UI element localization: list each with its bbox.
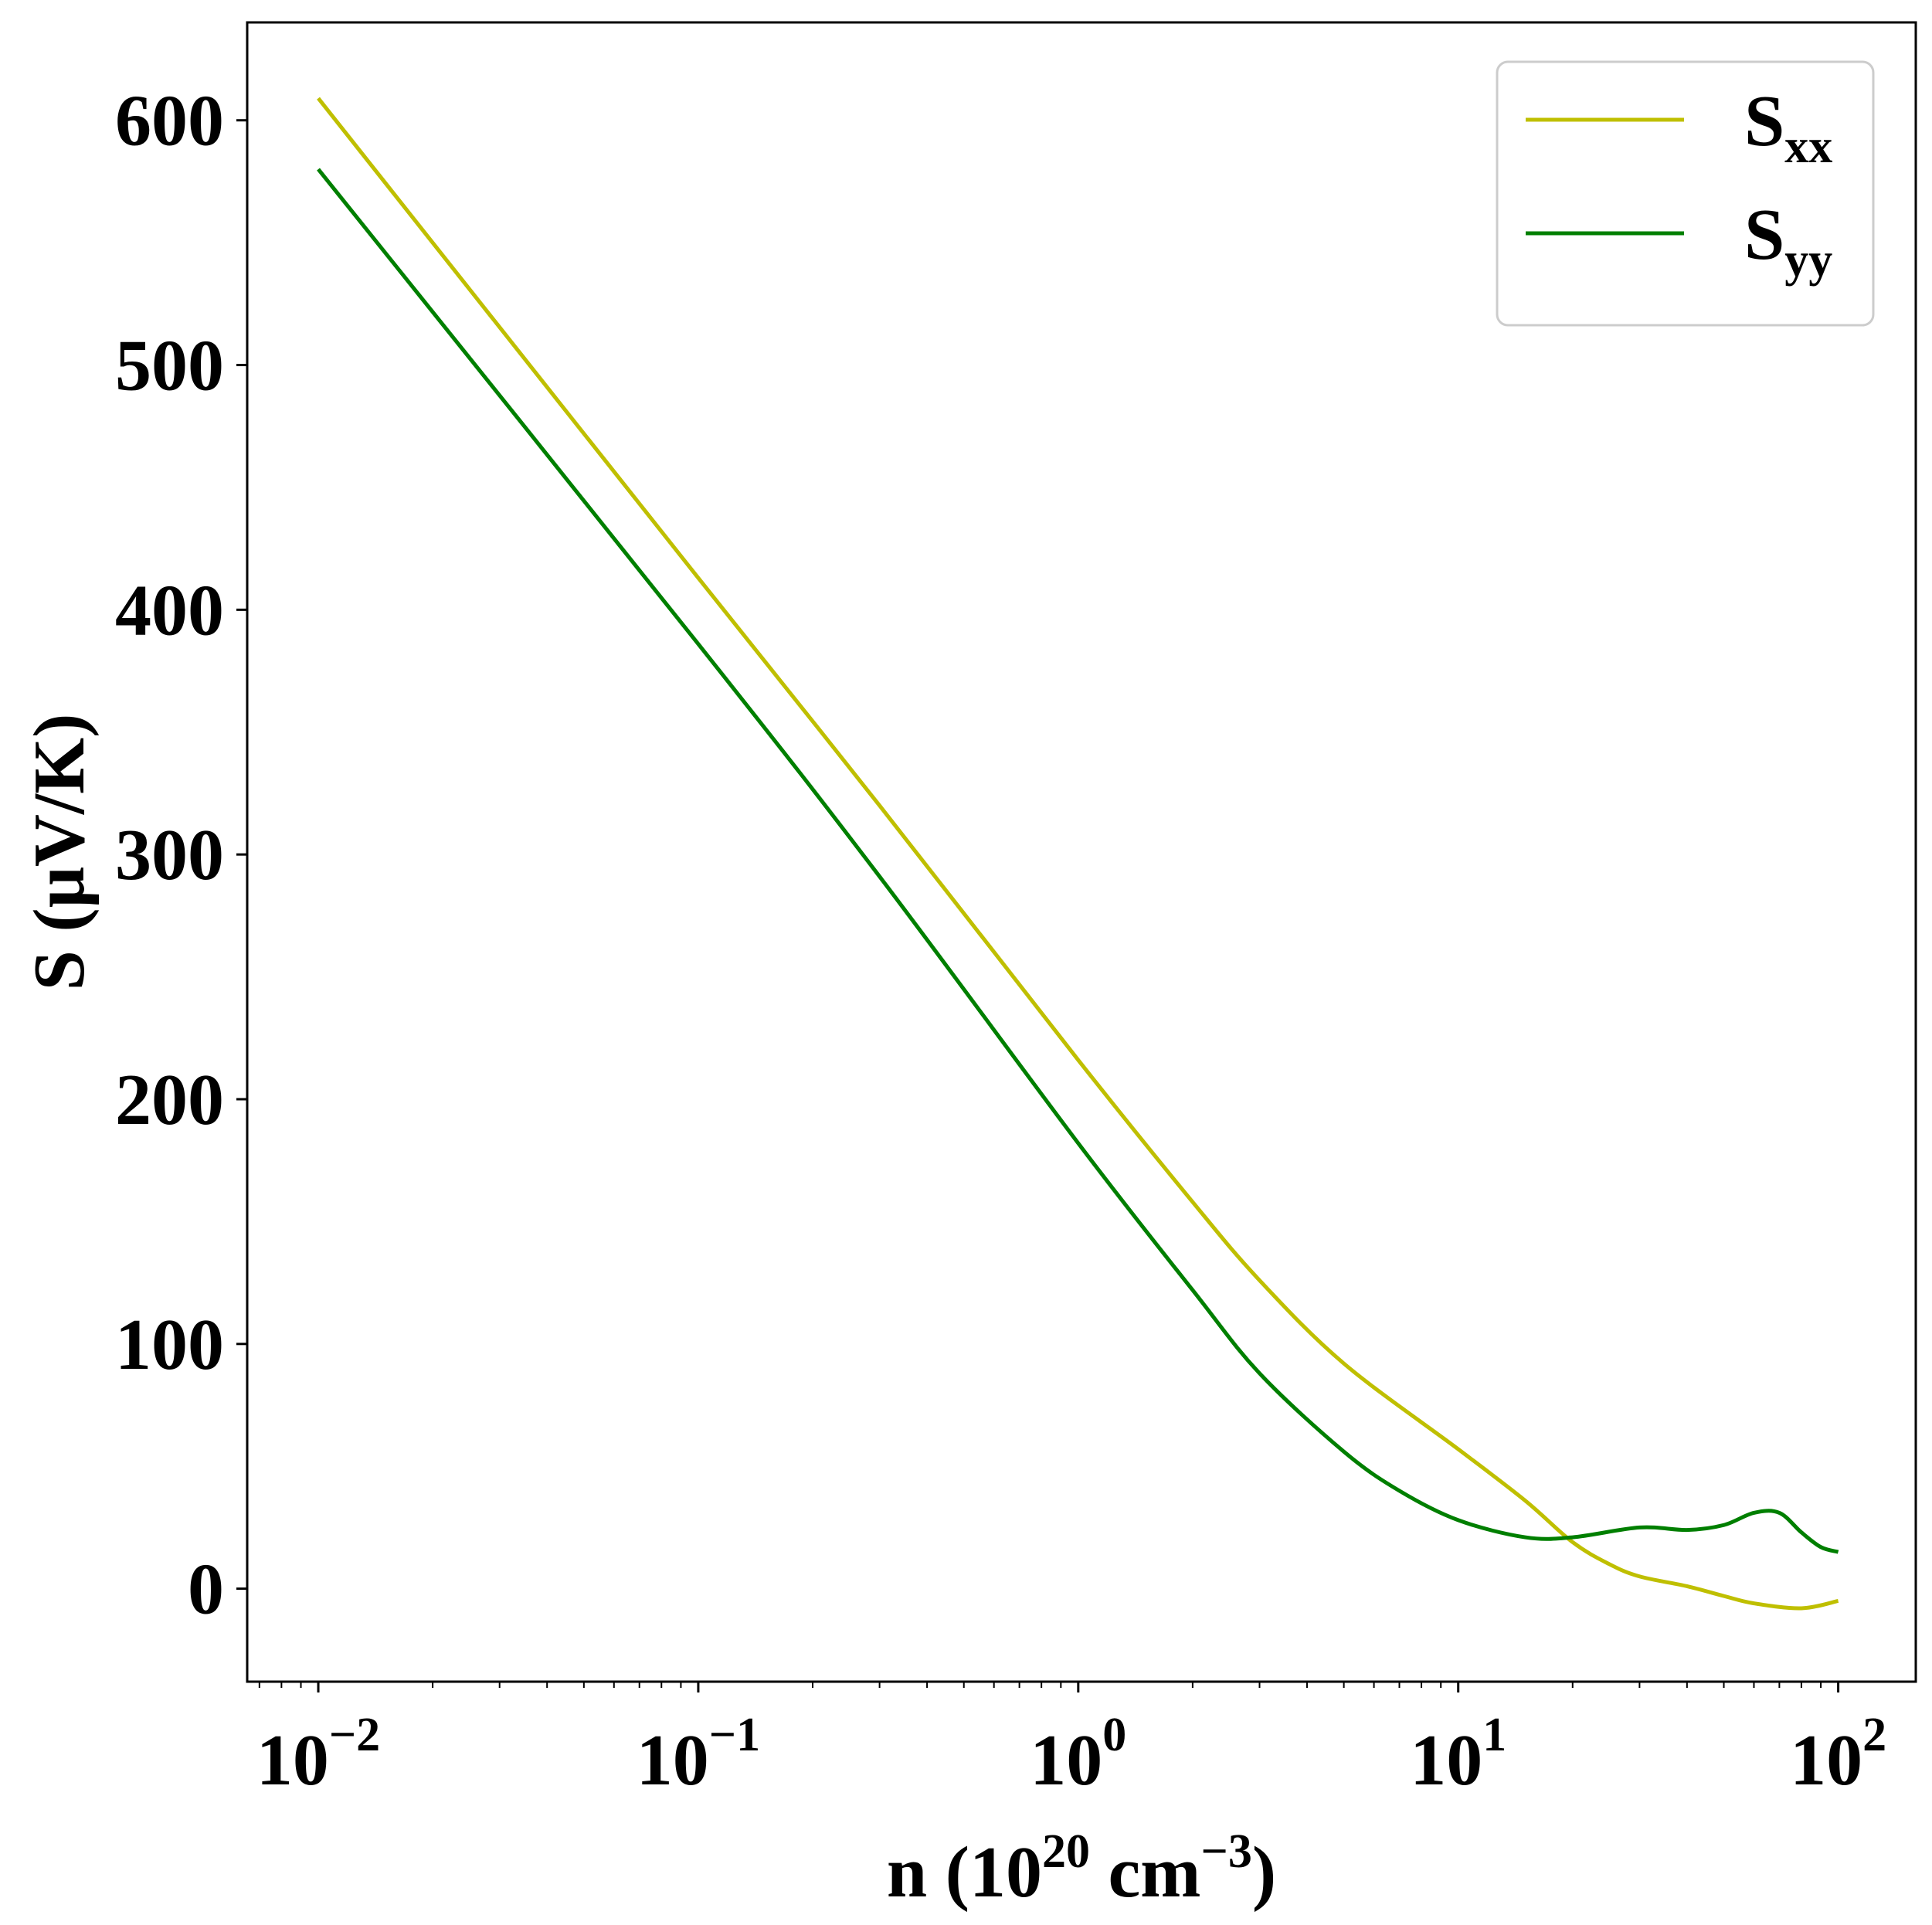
x-tick-label-exponent: −2 bbox=[329, 1709, 380, 1761]
x-tick-label-exponent: 0 bbox=[1102, 1709, 1126, 1761]
x-axis-title-mid: cm bbox=[1090, 1832, 1201, 1913]
legend-label-syy-base: S bbox=[1744, 195, 1784, 275]
legend-label-sxx-sub: xx bbox=[1784, 121, 1832, 173]
y-axis: 0 100 200 300 400 500 600 bbox=[115, 81, 247, 1630]
x-tick-label: 101 bbox=[1410, 1709, 1506, 1801]
x-tick-label-exponent: 1 bbox=[1482, 1709, 1506, 1761]
y-tick-label: 0 bbox=[188, 1550, 224, 1630]
x-tick-label-base: 10 bbox=[1790, 1720, 1862, 1801]
x-axis-title-sup2: −3 bbox=[1200, 1825, 1251, 1878]
y-tick-label: 200 bbox=[115, 1060, 224, 1140]
y-tick-label: 300 bbox=[115, 815, 224, 895]
x-tick-label-base: 10 bbox=[1030, 1720, 1102, 1801]
x-tick-label: 102 bbox=[1790, 1709, 1886, 1801]
legend-label-syy-sub: yy bbox=[1784, 234, 1832, 287]
x-tick-label: 10−1 bbox=[637, 1709, 760, 1801]
y-tick-label: 400 bbox=[115, 570, 224, 650]
x-axis-title-base: n (10 bbox=[887, 1832, 1042, 1913]
legend: Sxx Syy bbox=[1496, 60, 1875, 327]
x-axis-title-end: ) bbox=[1252, 1832, 1276, 1913]
legend-label-syy: Syy bbox=[1744, 195, 1832, 287]
x-axis-title-sup1: 20 bbox=[1042, 1825, 1090, 1878]
y-tick-label: 600 bbox=[115, 81, 224, 161]
x-tick-label-exponent: 2 bbox=[1862, 1709, 1886, 1761]
x-tick-label-base: 10 bbox=[1410, 1720, 1482, 1801]
y-tick-label: 500 bbox=[115, 326, 224, 406]
y-axis-title: S (μV/K) bbox=[19, 714, 100, 991]
series-layer bbox=[317, 97, 1839, 1611]
x-axis: 10−2 10−1 100 101 102 bbox=[256, 1682, 1886, 1801]
x-tick-label: 10−2 bbox=[256, 1709, 380, 1801]
series-line-xx bbox=[317, 97, 1839, 1611]
x-tick-label: 100 bbox=[1030, 1709, 1126, 1801]
x-tick-label-base: 10 bbox=[256, 1720, 329, 1801]
series-line-yy bbox=[317, 168, 1839, 1554]
legend-label-sxx: Sxx bbox=[1744, 81, 1832, 173]
x-tick-label-base: 10 bbox=[637, 1720, 709, 1801]
legend-box bbox=[1496, 60, 1875, 327]
x-axis-title: n (1020 cm−3) bbox=[887, 1825, 1276, 1913]
x-tick-label-exponent: −1 bbox=[709, 1709, 760, 1761]
legend-label-sxx-base: S bbox=[1744, 81, 1784, 161]
y-tick-label: 100 bbox=[115, 1305, 224, 1385]
